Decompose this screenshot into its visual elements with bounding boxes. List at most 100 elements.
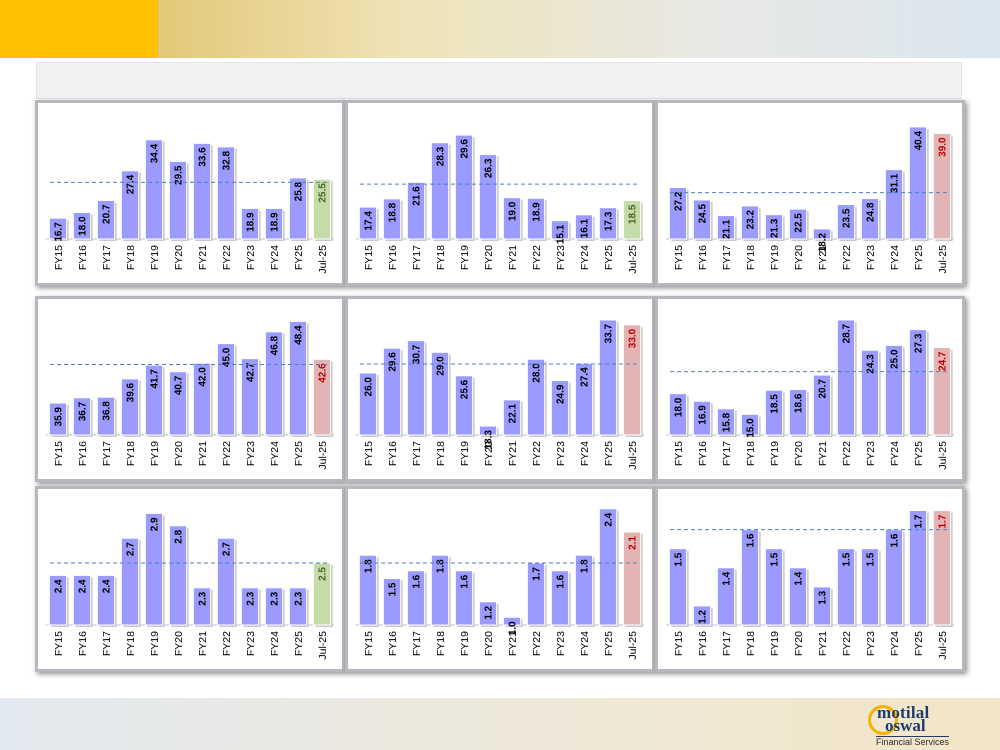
data-label: 32.8 [222,150,233,170]
bar-FY21 [812,228,832,240]
bar-FY21 [502,197,522,240]
bar-FY23 [240,207,260,240]
x-tick-label: FY17 [101,631,113,656]
data-label: 24.9 [556,384,567,404]
data-label: 1.2 [484,605,495,619]
data-label: 33.6 [198,147,209,167]
bar-FY17 [716,567,736,626]
data-label: 1.8 [580,559,591,573]
data-label: 24.7 [938,351,949,371]
bar-FY17 [716,215,736,240]
chart-svg-1: 16.7 FY15 18.0 FY16 20.7 FY17 27.4 FY18 34.4 FY19… [46,139,334,274]
data-label: 25.6 [460,379,471,399]
x-tick-label: FY18 [435,441,447,466]
x-tick-label: FY17 [721,441,733,466]
x-tick-label: FY15 [673,441,685,466]
bar-FY18 [740,205,760,240]
bar-FY20 [478,154,498,240]
chart-panel-9: 1.5 FY15 1.2 FY16 1.4 FY17 1.6 FY18 1.5 FY19 1.4 FY… [655,486,965,672]
data-label: 36.8 [102,401,113,421]
data-label: 35.9 [54,407,65,427]
bar-Jul-25 [312,358,332,436]
data-label: 1.0 [508,621,519,635]
data-label: 18.0 [78,216,89,236]
bar-Jul-25 [312,178,332,240]
x-tick-label: FY21 [507,441,519,466]
data-label: 1.7 [938,514,949,528]
data-label: 1.2 [698,609,709,623]
x-tick-label: FY20 [483,245,495,270]
bar-FY19 [454,134,474,240]
bar-FY16 [382,198,402,240]
bar-FY18 [120,378,140,436]
x-tick-label: FY21 [817,245,829,270]
x-tick-label: FY15 [673,631,685,656]
data-label: 29.5 [174,165,185,185]
x-tick-label: FY18 [745,245,757,270]
data-label: 18.9 [246,212,257,232]
bar-FY17 [406,570,426,626]
bar-FY22 [216,146,236,240]
x-tick-label: FY20 [173,441,185,466]
bar-FY25 [288,177,308,240]
data-label: 30.7 [412,344,423,364]
chart-panel-8: 1.8 FY15 1.5 FY16 1.6 FY17 1.8 FY18 1.6 FY19 1.2 FY… [345,486,655,672]
x-tick-label: FY23 [865,245,877,270]
x-tick-label: FY19 [459,441,471,466]
x-tick-label: FY16 [77,245,89,270]
chart-svg-8: 1.8 FY15 1.5 FY16 1.6 FY17 1.8 FY18 1.6 FY19 1.2 FY… [356,508,644,660]
x-tick-label: FY24 [579,631,591,656]
chart-svg-2: 17.4 FY15 18.8 FY16 21.6 FY17 28.3 FY18 29.6 FY19… [356,134,644,274]
bar-FY24 [574,362,594,436]
data-label: 29.0 [436,356,447,376]
x-tick-label: FY23 [865,631,877,656]
bar-FY16 [382,578,402,626]
x-tick-label: FY22 [841,631,853,656]
x-tick-label: FY19 [149,631,161,656]
data-label: 27.2 [674,191,685,211]
data-label: 1.5 [866,552,877,566]
x-tick-label: FY15 [53,631,65,656]
company-logo: motilal oswal Financial Services [868,703,962,747]
x-tick-label: Jul-25 [627,441,639,470]
data-label: 27.4 [126,174,137,194]
header-band [0,0,1000,58]
data-label: 21.3 [770,218,781,238]
x-tick-label: Jul-25 [937,245,949,274]
x-tick-label: FY25 [913,631,925,656]
x-tick-label: FY15 [363,441,375,466]
data-label: 18.3 [484,430,495,450]
chart-panel-5: 26.0 FY15 29.6 FY16 30.7 FY17 29.0 FY18 25.6 FY19… [345,296,655,482]
bar-FY15 [358,372,378,436]
x-tick-label: FY21 [197,245,209,270]
data-label: 24.3 [866,354,877,374]
x-tick-label: FY18 [435,245,447,270]
x-tick-label: FY25 [913,245,925,270]
data-label: 1.5 [674,552,685,566]
data-label: 45.0 [222,347,233,367]
bar-FY15 [668,187,688,240]
bar-FY18 [430,554,450,626]
x-tick-label: FY19 [769,245,781,270]
data-label: 17.3 [604,211,615,231]
data-label: 1.6 [556,574,567,588]
x-tick-label: FY22 [221,441,233,466]
bar-FY20 [168,161,188,240]
data-label: 33.0 [628,328,639,348]
x-tick-label: FY15 [673,245,685,270]
bar-FY15 [668,393,688,436]
x-tick-label: FY22 [841,245,853,270]
chart-panel-3: 27.2 FY15 24.5 FY16 21.1 FY17 23.2 FY18 21.3 FY19… [655,100,965,286]
data-label: 41.7 [150,369,161,389]
data-label: 28.3 [436,146,447,166]
x-tick-label: FY21 [817,631,829,656]
x-tick-label: FY25 [913,441,925,466]
bar-FY24 [264,331,284,436]
bar-FY24 [884,344,904,436]
x-tick-label: FY16 [697,441,709,466]
x-tick-label: FY25 [603,245,615,270]
data-label: 17.4 [364,211,375,231]
x-tick-label: FY16 [697,245,709,270]
data-label: 21.6 [412,186,423,206]
x-tick-label: FY22 [221,631,233,656]
